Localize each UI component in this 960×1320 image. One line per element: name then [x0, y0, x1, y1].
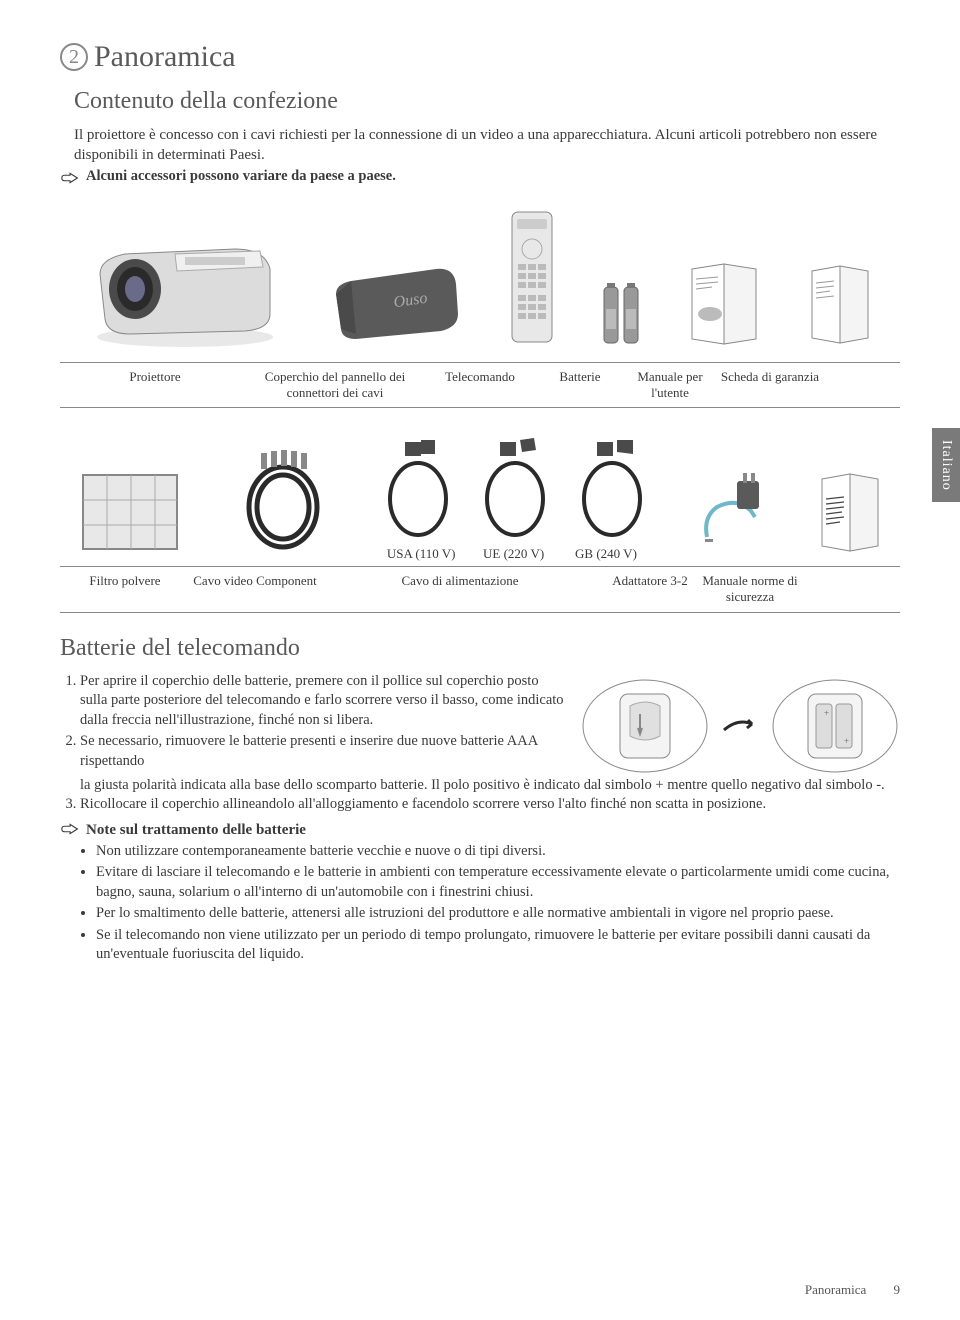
dust-filter-image	[70, 467, 190, 562]
cable-variant-labels: USA (110 V) UE (220 V) GB (240 V)	[375, 546, 655, 562]
label-cavo-video: Cavo video Component	[190, 573, 320, 606]
warranty-card-image	[800, 261, 880, 354]
label-cavo-alim: Cavo di alimentazione	[320, 573, 600, 606]
user-manual-image	[679, 259, 769, 354]
label-proiettore: Proiettore	[60, 369, 250, 402]
section-header: 2 Panoramica	[60, 40, 900, 74]
page-title: Panoramica	[94, 40, 236, 73]
projector-image	[80, 229, 290, 354]
battery-notes-list: Non utilizzare contemporaneamente batter…	[60, 842, 900, 965]
adapter-image	[693, 467, 773, 562]
power-cables-image: USA (110 V) UE (220 V) GB (240 V)	[375, 434, 655, 562]
row2-labels: Filtro polvere Cavo video Component Cavo…	[60, 566, 900, 613]
package-contents: Ouso	[60, 209, 900, 613]
label-batterie: Batterie	[540, 369, 620, 402]
bullet-4: Se il telecomando non viene utilizzato p…	[96, 926, 900, 965]
battery-illustrations: + +	[580, 672, 900, 776]
pointing-hand-icon	[60, 821, 86, 842]
page-footer: Panoramica 9	[805, 1282, 900, 1298]
notes-heading-row: Note sul trattamento delle batterie	[60, 819, 900, 842]
notes-heading: Note sul trattamento delle batterie	[86, 822, 306, 839]
instructions: Per aprire il coperchio delle batterie, …	[60, 672, 900, 815]
pointing-hand-icon	[60, 170, 86, 191]
batteries-heading: Batterie del telecomando	[60, 635, 900, 662]
label-telecomando: Telecomando	[420, 369, 540, 402]
label-manuale: Manuale per l'utente	[620, 369, 720, 402]
label-filtro: Filtro polvere	[60, 573, 190, 606]
label-scheda: Scheda di garanzia	[720, 369, 820, 402]
batteries-image	[593, 279, 648, 354]
instruction-1: Per aprire il coperchio delle batterie, …	[80, 672, 564, 731]
batteries-section: Batterie del telecomando Per aprire il c…	[60, 635, 900, 966]
component-cable-image	[228, 447, 338, 562]
section-number-badge: 2	[60, 43, 88, 71]
row1-labels: Proiettore Coperchio del pannello dei co…	[60, 362, 900, 409]
battery-compartment-illustration: + +	[770, 676, 900, 776]
bullet-2: Evitare di lasciare il telecomando e le …	[96, 863, 900, 902]
svg-text:+: +	[844, 736, 849, 746]
safety-manual-image	[810, 469, 890, 562]
label-gb: GB (240 V)	[560, 546, 652, 562]
intro-text: Il proiettore è concesso con i cavi rich…	[74, 125, 900, 166]
label-adattatore: Adattatore 3-2	[600, 573, 700, 606]
remote-image	[502, 209, 562, 354]
row2-images: USA (110 V) UE (220 V) GB (240 V)	[60, 434, 900, 562]
label-coperchio: Coperchio del pannello dei connettori de…	[250, 369, 420, 402]
footer-page-number: 9	[894, 1282, 901, 1297]
note-row: Alcuni accessori possono variare da paes…	[60, 168, 900, 191]
label-ue: UE (220 V)	[467, 546, 559, 562]
label-usa: USA (110 V)	[375, 546, 467, 562]
arrow-icon	[720, 714, 760, 738]
note-text: Alcuni accessori possono variare da paes…	[86, 168, 396, 185]
instruction-2b: la giusta polarità indicata alla base de…	[60, 776, 900, 796]
footer-section: Panoramica	[805, 1282, 866, 1297]
remote-back-illustration	[580, 676, 710, 776]
bullet-1: Non utilizzare contemporaneamente batter…	[96, 842, 900, 862]
subtitle: Contenuto della confezione	[74, 88, 900, 115]
instruction-2a: Se necessario, rimuovere le batterie pre…	[80, 732, 564, 771]
svg-text:+: +	[824, 708, 829, 718]
connector-cover-image: Ouso	[321, 259, 471, 354]
language-tab: Italiano	[932, 428, 960, 502]
bullet-3: Per lo smaltimento delle batterie, atten…	[96, 904, 900, 924]
label-manuale-sic: Manuale norme di sicurezza	[700, 573, 800, 606]
row1-images: Ouso	[60, 209, 900, 354]
instruction-3: Ricollocare il coperchio allineandolo al…	[80, 795, 900, 815]
